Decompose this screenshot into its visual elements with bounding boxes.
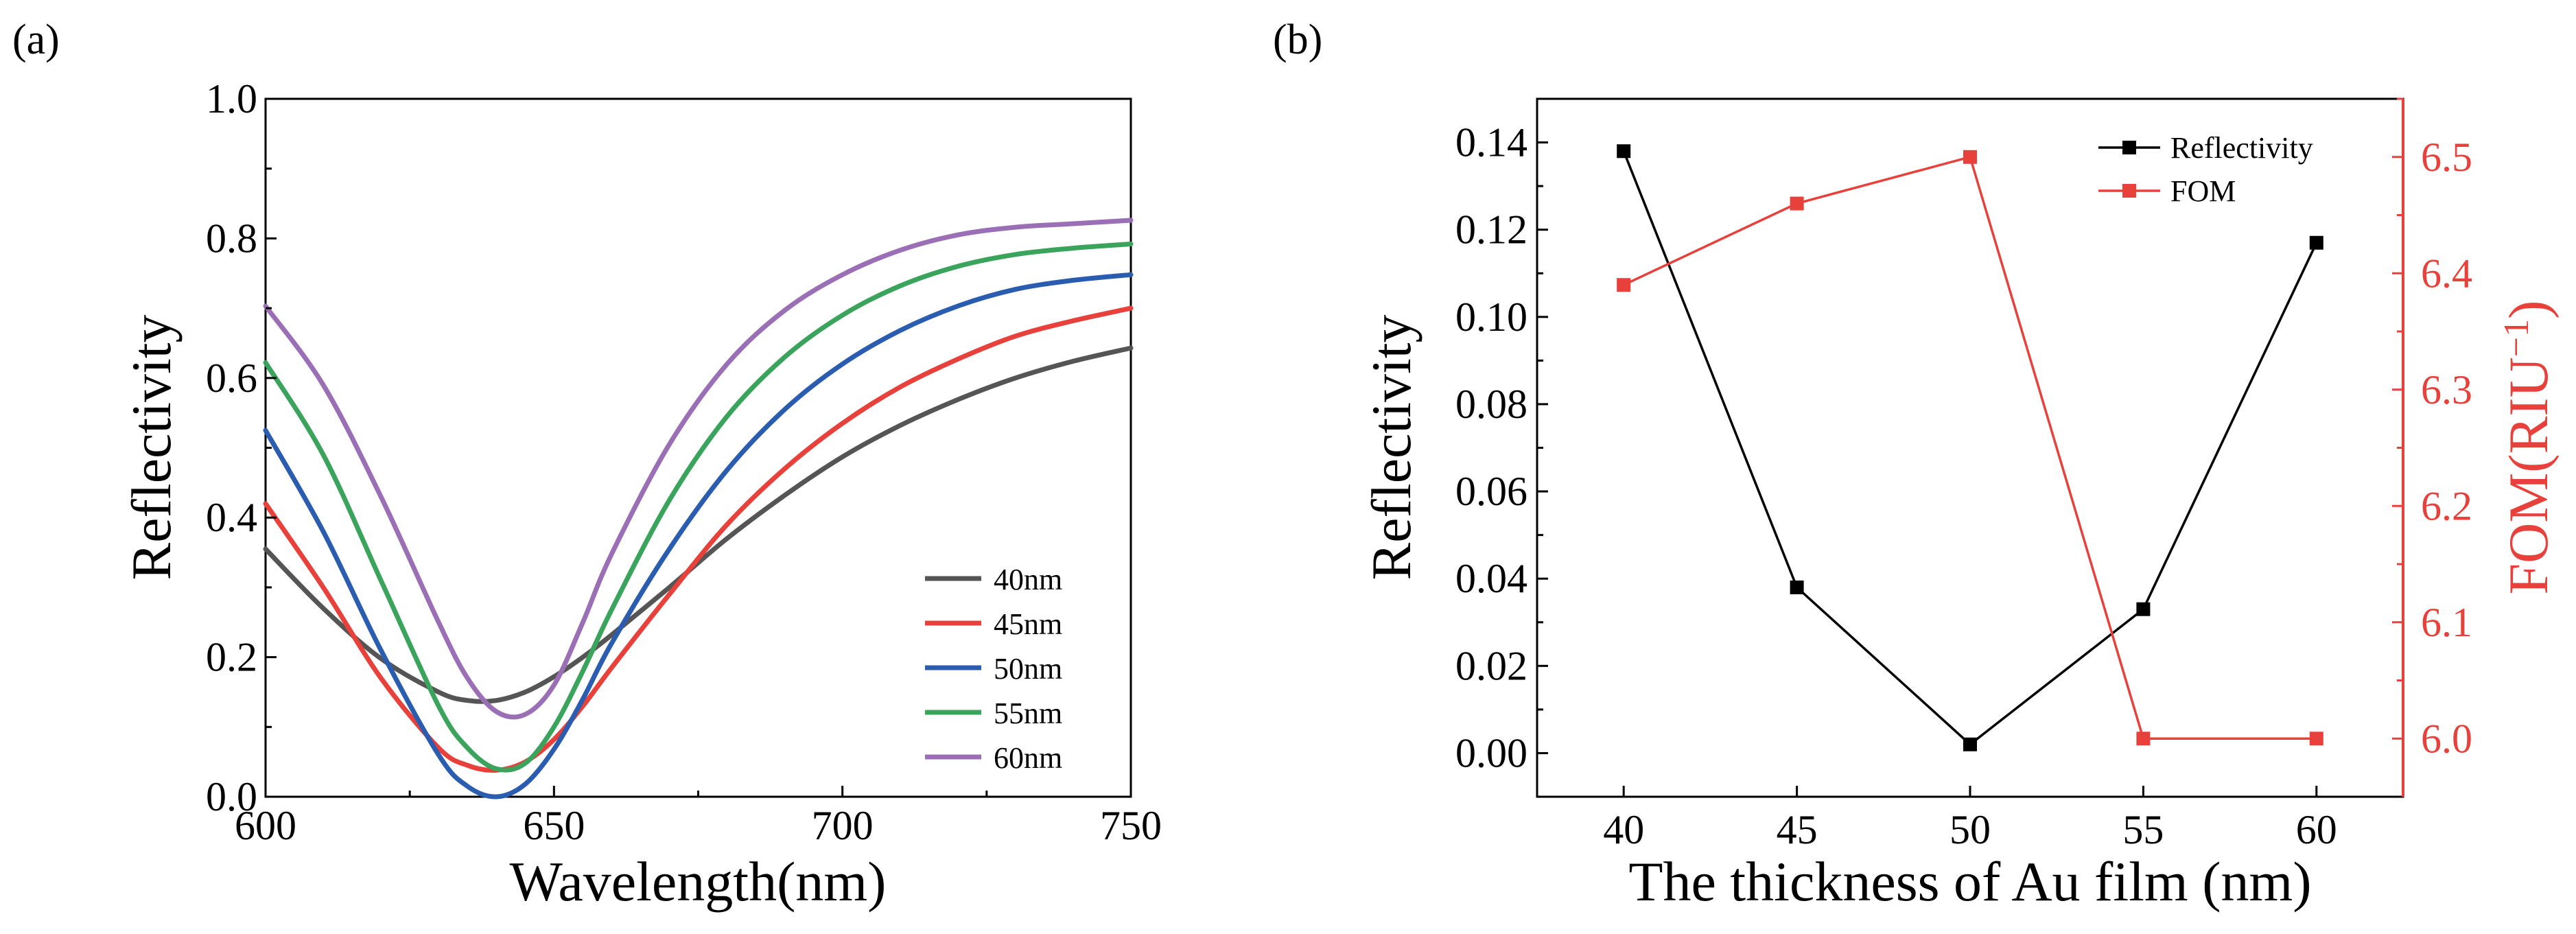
y-tick-label: 0.02: [1455, 643, 1527, 688]
legend-marker-FOM: [2122, 184, 2136, 198]
y-right-tick-label: 6.2: [2421, 483, 2472, 528]
axis-ticks-b: 40 45 50 55 60 0.00 0.02 0.04 0.06 0.08 0.10 0.12 0.…: [1455, 97, 2472, 852]
panel-label-a: (a): [12, 16, 60, 63]
y-tick-label: 0.8: [206, 215, 257, 261]
series-line-Reflectivity: [1622, 150, 2318, 746]
data-point-Reflectivity: [1963, 737, 1977, 751]
data-point-Reflectivity: [2309, 235, 2323, 250]
data-point-Reflectivity: [1617, 144, 1631, 159]
y-axis-label-b: Reflectivity: [1360, 314, 1422, 580]
y-right-tick-label: 6.4: [2421, 250, 2472, 296]
plot-area-a: [264, 97, 1132, 798]
y-right-tick-label: 6.5: [2421, 135, 2472, 180]
y-axis-right-label-sup: −1: [2497, 319, 2536, 357]
legend-a: 40nm 45nm 50nm 55nm 60nm: [925, 563, 1062, 775]
x-tick-label: 55: [2122, 807, 2164, 852]
y-axis-right-label-main: FOM(RIU: [2497, 357, 2560, 594]
legend-label: 45nm: [994, 607, 1062, 641]
legend-marker-Reflectivity: [2122, 141, 2136, 154]
y-axis-right-label-close: ): [2497, 301, 2560, 319]
x-tick-label: 700: [812, 803, 874, 848]
chart-panel-b: (b) 40 45 50 55 60 0.00 0.02 0.04 0.06 0.08 0.10 0.…: [1273, 16, 2560, 913]
x-tick-label: 60: [2296, 807, 2337, 852]
y-tick-label: 0.12: [1455, 207, 1527, 253]
legend-label: 55nm: [994, 697, 1062, 730]
y-tick-label: 0.4: [206, 495, 257, 540]
data-point-FOM: [1790, 196, 1804, 211]
y-tick-label: 0.2: [206, 635, 257, 680]
y-tick-label: 0.00: [1455, 730, 1527, 775]
chart-panel-a: (a) 600 650 700 750 0.0 0.2 0.4 0.6 0.8 1.0 Wavel…: [12, 16, 1162, 913]
y-right-tick-label: 6.1: [2421, 600, 2472, 645]
x-tick-label: 750: [1100, 803, 1162, 848]
y-tick-label: 0.06: [1455, 469, 1527, 514]
x-tick-label: 45: [1777, 807, 1818, 852]
series-line-FOM: [1623, 155, 2317, 740]
x-tick-label: 650: [523, 803, 585, 848]
y-tick-label: 1.0: [206, 76, 257, 121]
legend-label: Reflectivity: [2170, 131, 2313, 165]
y-tick-label: 0.6: [206, 355, 257, 401]
legend-label: 60nm: [994, 741, 1062, 775]
legend-label: 40nm: [994, 563, 1062, 596]
y-axis-label-a: Reflectivity: [120, 314, 183, 580]
data-point-FOM: [1963, 150, 1977, 164]
legend-label: 50nm: [994, 652, 1062, 686]
data-point-FOM: [1617, 278, 1631, 292]
y-right-tick-label: 6.0: [2421, 716, 2472, 761]
series-lines-a: [263, 218, 1134, 799]
data-point-FOM: [2309, 732, 2323, 746]
data-point-FOM: [2136, 732, 2151, 746]
plot-area-b: [1536, 97, 2404, 798]
series-line-50nm: [263, 272, 1134, 799]
y-tick-label: 0.04: [1455, 556, 1527, 601]
x-tick-label: 50: [1949, 807, 1991, 852]
panel-label-b: (b): [1273, 16, 1322, 63]
y-right-tick-label: 6.3: [2421, 367, 2472, 412]
legend-label: FOM: [2170, 174, 2236, 208]
y-tick-label: 0.08: [1455, 382, 1527, 427]
y-tick-label: 0.14: [1455, 120, 1527, 165]
y-tick-label: 0.10: [1455, 294, 1527, 340]
series-lines-b: [1617, 144, 2323, 751]
y-tick-label: 0.0: [206, 774, 257, 819]
series-line-60nm: [263, 218, 1134, 720]
axis-ticks-a: 600 650 700 750 0.0 0.2 0.4 0.6 0.8 1.0: [206, 76, 1162, 848]
x-tick-label: 600: [235, 803, 296, 848]
series-line-45nm: [263, 305, 1134, 773]
legend-b: Reflectivity FOM: [2098, 131, 2313, 208]
x-tick-label: 40: [1603, 807, 1644, 852]
data-point-Reflectivity: [1790, 580, 1804, 594]
y-axis-right-label-b: FOM(RIU−1): [2497, 301, 2560, 595]
series-line-55nm: [263, 242, 1134, 773]
x-axis-label-a: Wavelength(nm): [510, 850, 887, 913]
data-point-Reflectivity: [2136, 602, 2151, 616]
x-axis-label-b: The thickness of Au film (nm): [1628, 850, 2311, 913]
